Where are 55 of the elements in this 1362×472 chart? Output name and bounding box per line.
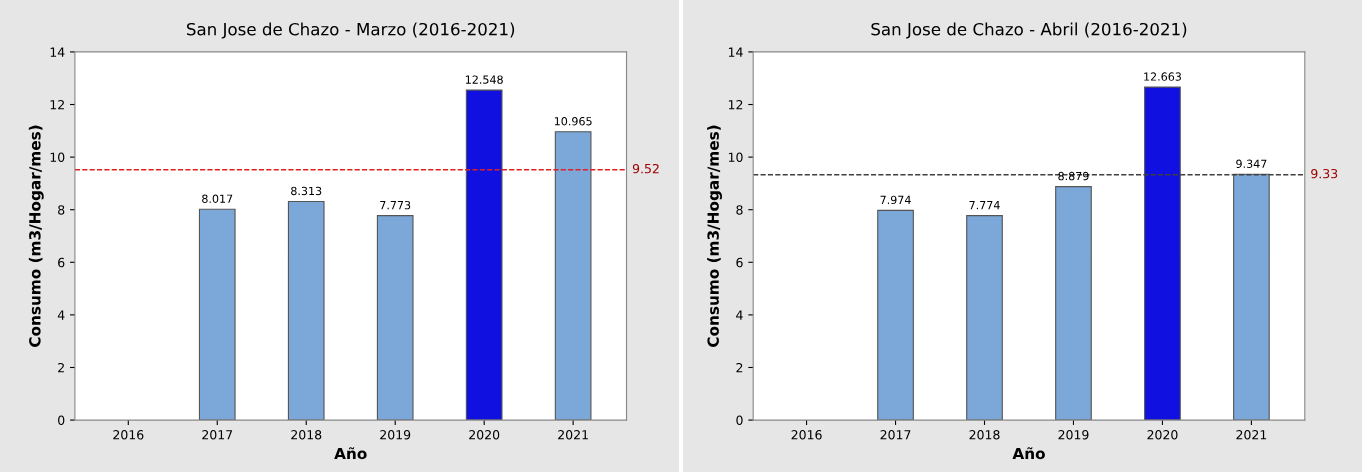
data-label: 10.965 [554, 117, 592, 126]
y-tick-label: 2 [736, 362, 743, 373]
data-label: 12.663 [1144, 72, 1181, 81]
ref-line-label: 9.33 [1311, 168, 1338, 179]
y-tick-label: 14 [50, 47, 65, 57]
y-tick-label: 2 [58, 362, 64, 373]
data-label: 7.774 [969, 201, 1000, 210]
bar [287, 200, 325, 421]
x-tick-label: 2021 [1236, 430, 1267, 440]
y-tick-label: 6 [58, 257, 65, 268]
x-tick-label: 2019 [1058, 430, 1089, 440]
y-tick-label: 4 [736, 310, 743, 320]
y-tick-label: 14 [728, 47, 743, 57]
data-label: 8.313 [291, 186, 322, 196]
bar [198, 208, 236, 421]
x-tick-label: 2017 [202, 430, 233, 440]
y-tick-label: 4 [57, 310, 65, 320]
bar [966, 215, 1003, 421]
x-tick-label: 2017 [880, 430, 911, 440]
bar [877, 209, 914, 421]
data-label: 7.974 [880, 195, 911, 205]
data-label: 9.347 [1236, 159, 1267, 168]
y-axis-title: Consumo (m3/Hogar/mes) [28, 125, 44, 347]
x-tick-label: 2019 [380, 430, 411, 440]
y-tick-label: 8 [736, 205, 743, 215]
x-tick-label: 2016 [791, 430, 822, 440]
y-tick-label: 12 [50, 99, 64, 110]
x-tick-label: 2018 [969, 430, 1000, 440]
x-tick-label: 2016 [113, 430, 144, 440]
ref-line-label: 9.52 [632, 163, 659, 174]
y-tick-label: 0 [58, 415, 65, 426]
bar [1144, 86, 1181, 421]
y-tick-label: 8 [58, 205, 65, 215]
y-tick-label: 10 [728, 152, 743, 163]
x-axis-title: Año [1012, 447, 1045, 460]
x-tick-label: 2018 [291, 430, 322, 440]
chart-title: San Jose de Chazo - Marzo (2016-2021) [186, 22, 515, 39]
data-label: 12.548 [465, 75, 503, 84]
x-tick-label: 2021 [558, 430, 588, 440]
y-tick-label: 6 [736, 257, 743, 268]
y-axis-title: Consumo (m3/Hogar/mes) [707, 125, 722, 347]
x-axis-title: Año [334, 447, 367, 460]
bar [1233, 173, 1270, 421]
bar [376, 215, 414, 421]
bar [554, 131, 592, 421]
chart-title: San Jose de Chazo - Abril (2016-2021) [871, 22, 1187, 39]
y-tick-label: 10 [50, 152, 65, 163]
bar [1055, 186, 1092, 421]
y-tick-label: 12 [728, 99, 743, 110]
data-label: 8.017 [202, 194, 233, 203]
data-label: 7.773 [380, 200, 411, 210]
x-tick-label: 2020 [1147, 430, 1178, 440]
bar [465, 89, 503, 421]
x-tick-label: 2020 [469, 430, 500, 440]
y-tick-label: 0 [736, 415, 743, 426]
